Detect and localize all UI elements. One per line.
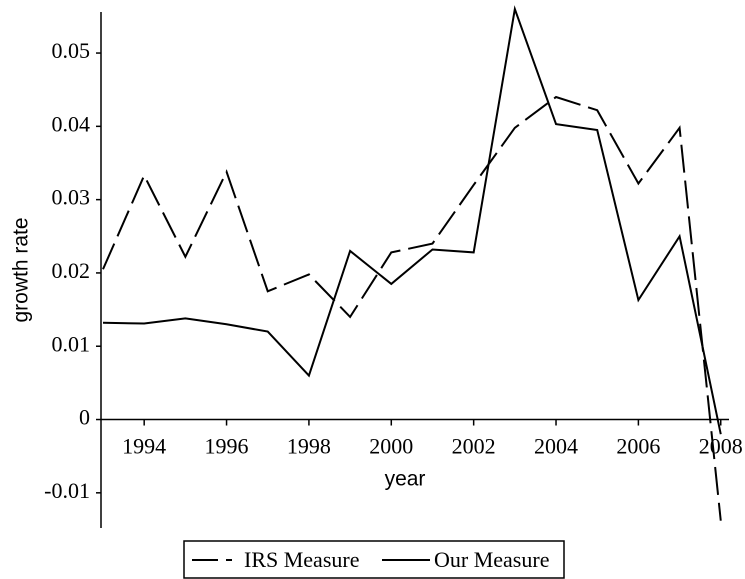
y-tick-label: 0 <box>79 405 90 430</box>
y-tick-label: 0.03 <box>52 185 91 210</box>
x-tick-label: 1998 <box>287 434 331 459</box>
x-tick-label: 2004 <box>534 434 578 459</box>
y-tick-label: -0.01 <box>44 478 90 503</box>
y-tick-label: 0.01 <box>52 331 91 356</box>
series-line <box>102 5 722 435</box>
x-tick-label: 2008 <box>699 434 743 459</box>
legend-label: IRS Measure <box>244 547 359 572</box>
legend-box <box>183 540 565 579</box>
y-tick-label: 0.02 <box>52 258 91 283</box>
y-axis-label: growth rate <box>10 217 33 322</box>
legend-label: Our Measure <box>434 547 549 572</box>
series-line <box>102 95 722 521</box>
x-axis-label: year <box>385 468 426 491</box>
x-tick-label: 2000 <box>369 434 413 459</box>
y-tick-label: 0.05 <box>52 38 91 63</box>
x-tick-label: 1996 <box>205 434 249 459</box>
x-tick-label: 1994 <box>122 434 166 459</box>
y-tick-label: 0.04 <box>52 111 91 136</box>
x-tick-label: 2002 <box>452 434 496 459</box>
x-tick-label: 2006 <box>616 434 660 459</box>
